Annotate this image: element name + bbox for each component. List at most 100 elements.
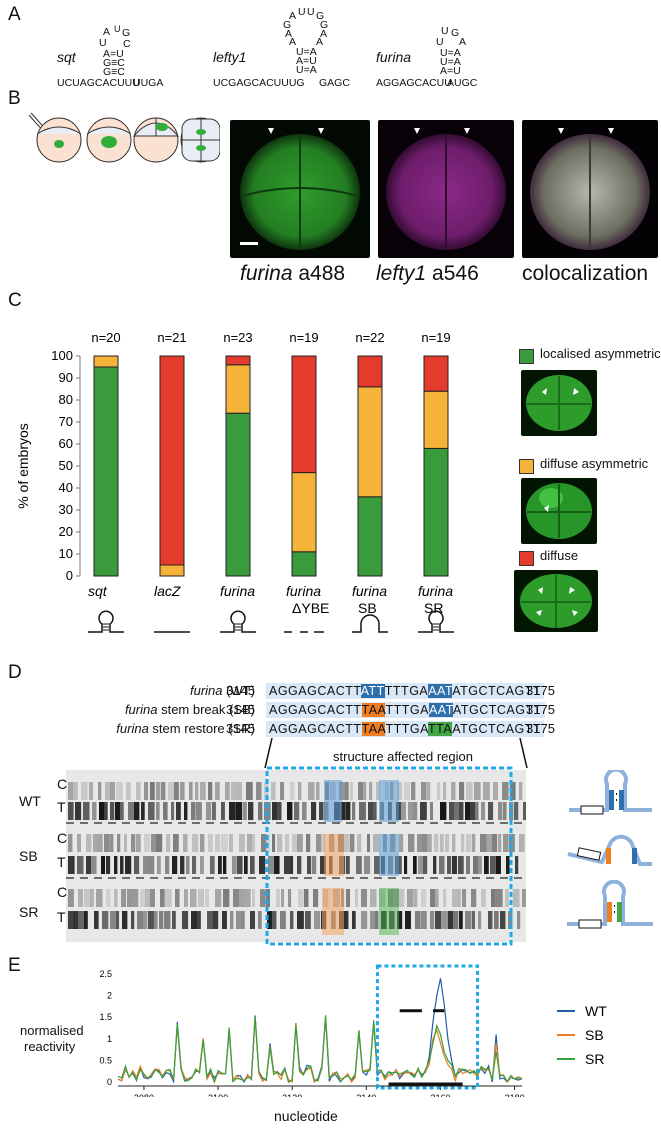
highlighted-band xyxy=(379,888,399,935)
diffuse-asym-example-image xyxy=(521,478,597,544)
e-xtick-label: 3100 xyxy=(208,1093,228,1097)
sqt-loop-c: C xyxy=(123,38,131,50)
furina-base: AGGAGCACUU xyxy=(376,77,452,89)
gel-image xyxy=(66,770,526,942)
n-label: n=23 xyxy=(223,330,252,345)
sequence-segment: AGGAGCACTT xyxy=(269,703,362,717)
bar-segment-diffuse-asymmetric xyxy=(291,472,317,553)
y-tick-label: 0 xyxy=(66,568,73,583)
gel-lane xyxy=(68,834,525,852)
embryo-4cell-icon xyxy=(180,117,220,163)
sequence-start-number: 3145 xyxy=(226,683,255,698)
sequence-text: AGGAGCACTTTAATTTGAAATATGCTCAGTT xyxy=(266,702,545,718)
bar-segment-diffuse xyxy=(159,355,185,566)
sequence-end-number: 3175 xyxy=(526,683,555,698)
sqt-base: UCUAGCACUUU xyxy=(57,77,140,89)
sequence-segment: AGGAGCACTT xyxy=(269,722,362,736)
highlighted-band xyxy=(324,834,344,876)
hairpin-icon-wt xyxy=(569,770,652,815)
e-xtick-label: 3080 xyxy=(134,1093,154,1097)
lefty1-label: lefty1 xyxy=(213,49,246,65)
bar-segment-localised-asymmetric xyxy=(93,366,119,577)
bar-segment-localised-asymmetric xyxy=(357,496,383,577)
lefty1-loop-u2: U xyxy=(307,6,315,18)
lane-t-sr: T xyxy=(57,909,66,925)
sqt-label: sqt xyxy=(57,49,77,65)
colocalization-image xyxy=(522,120,658,258)
e-xtick-label: 3120 xyxy=(282,1093,302,1097)
y-tick-label: 40 xyxy=(59,480,73,495)
lefty1-pair-2: A=U xyxy=(296,55,317,67)
hairpin-icon-sb xyxy=(567,834,652,866)
y-tick-label: 100 xyxy=(51,348,73,363)
furina-a488-caption: furina a488 xyxy=(240,262,346,285)
furina-base-r: AUGC xyxy=(447,77,478,89)
legend-text-wt: WT xyxy=(585,1003,607,1019)
e-ytick-label: 0 xyxy=(107,1077,112,1087)
highlighted-band xyxy=(324,780,342,822)
highlighted-band xyxy=(379,780,399,822)
panel-label-a: A xyxy=(8,4,21,25)
sequence-end-number: 3175 xyxy=(526,721,555,736)
lane-c-wt: C xyxy=(57,776,68,792)
structure-glyph xyxy=(88,610,124,633)
sequence-segment: ATGCTCAGTT xyxy=(452,703,542,717)
reactivity-ylabel-2: reactivity xyxy=(24,1039,76,1054)
highlighted-nucleotides: AAT xyxy=(428,703,453,717)
lefty1-base-r: GAGC xyxy=(319,77,350,89)
reactivity-xlabel: nucleotide xyxy=(274,1108,338,1124)
sqt-pair-2: G≡C xyxy=(103,57,125,69)
bar-segment-diffuse xyxy=(357,355,383,388)
legend-swatch-localised xyxy=(519,349,534,364)
sequence-text: AGGAGCACTTATTTTTGAAATATGCTCAGTT xyxy=(266,683,545,699)
category-label: furina xyxy=(418,583,453,599)
y-tick-label: 20 xyxy=(59,524,73,539)
e-ytick-label: 1.5 xyxy=(99,1012,112,1022)
highlighted-nucleotides: AAT xyxy=(428,684,453,698)
sequence-segment: AGGAGCACTT xyxy=(269,684,361,698)
sequence-segment: TTTGA xyxy=(385,703,429,717)
reactivity-legend: WT SB SR xyxy=(557,1003,607,1067)
bar-segment-diffuse xyxy=(225,355,251,366)
sequence-row-label: furina stem break (SB) xyxy=(124,702,255,717)
category-label: lacZ xyxy=(154,583,181,599)
lane-c-sr: C xyxy=(57,884,68,900)
highlighted-band xyxy=(379,834,399,876)
highlighted-nucleotides: TAA xyxy=(361,722,386,736)
sequence-start-number: 3145 xyxy=(226,702,255,717)
y-tick-label: 10 xyxy=(59,546,73,561)
category-label: furina xyxy=(286,583,321,599)
diffuse-example-image xyxy=(514,570,598,632)
lefty1-loop-a2: A xyxy=(285,28,292,40)
lane-t-wt: T xyxy=(57,799,66,815)
bar-segment-localised-asymmetric xyxy=(423,447,449,577)
sequence-text: AGGAGCACTTTAATTTGATTAATGCTCAGTT xyxy=(266,721,545,737)
e-xtick-label: 3140 xyxy=(356,1093,376,1097)
y-axis-label: % of embryos xyxy=(15,423,31,509)
bar-segment-diffuse xyxy=(423,355,449,392)
lane-c-sb: C xyxy=(57,830,68,846)
n-label: n=22 xyxy=(355,330,384,345)
lefty1-loop-a4: A xyxy=(320,28,327,40)
gel-label-wt: WT xyxy=(19,793,41,809)
n-label: n=19 xyxy=(289,330,318,345)
y-tick-label: 60 xyxy=(59,436,73,451)
sqt-pair-1: A=U xyxy=(103,48,124,60)
lefty1-loop-a5: A xyxy=(316,36,323,48)
panel-label-d: D xyxy=(8,662,22,683)
furina-loop-u: U xyxy=(441,25,449,37)
lefty1-loop-g: G xyxy=(316,10,324,22)
stacked-bar-chart: 0 10 20 30 40 50 60 70 80 90 100 % of embryos n=20 sq… xyxy=(15,330,454,633)
sequence-row-label: furina (WT) xyxy=(189,683,255,698)
furina-a488-image xyxy=(230,120,370,258)
sequence-end-number: 3175 xyxy=(526,702,555,717)
localised-example-image xyxy=(521,370,597,436)
bar-segment-diffuse-asymmetric xyxy=(357,386,383,498)
highlighted-nucleotides: ATT xyxy=(360,684,385,698)
lefty1-loop-u: U xyxy=(298,6,306,18)
legend-label-localised: localised asymmetric xyxy=(540,346,661,361)
highlighted-nucleotides: TTA xyxy=(428,722,453,736)
gel-lane xyxy=(68,782,523,800)
reactivity-series-SR xyxy=(117,1015,523,1085)
sqt-loop-a: A xyxy=(103,26,110,38)
